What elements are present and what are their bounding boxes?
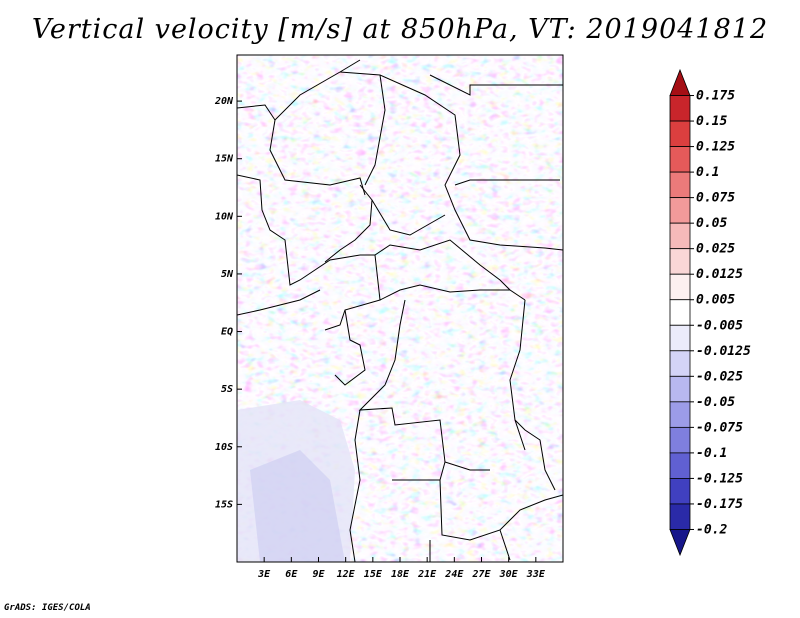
colorbar-label: 0.0125 bbox=[696, 267, 743, 282]
chart-title: Vertical velocity [m/s] at 850hPa, VT: 2… bbox=[31, 14, 769, 45]
country-borders bbox=[237, 59, 563, 562]
colorbar-label: -0.175 bbox=[696, 497, 743, 512]
lon-tick-label: 15E bbox=[364, 569, 383, 580]
lon-tick-label: 12E bbox=[337, 569, 356, 580]
lon-tick-label: 33E bbox=[526, 569, 546, 580]
colorbar-label: 0.1 bbox=[696, 165, 719, 180]
lon-tick-label: 21E bbox=[417, 569, 437, 580]
lat-tick-label: 15S bbox=[215, 499, 233, 510]
colorbar-swatch bbox=[669, 350, 691, 377]
colorbar-swatch bbox=[669, 222, 691, 250]
colorbar-swatch bbox=[669, 401, 691, 428]
colorbar-label: 0.025 bbox=[696, 242, 735, 257]
lat-tick-label: 20N bbox=[214, 96, 234, 107]
footer-credit: GrADS: IGES/COLA bbox=[4, 603, 91, 613]
colorbar-label: 0.005 bbox=[696, 293, 735, 308]
colorbar-swatch bbox=[669, 324, 691, 352]
colorbar-swatch bbox=[669, 426, 691, 454]
colorbar-label: -0.1 bbox=[696, 446, 727, 461]
lon-tick-label: 18E bbox=[391, 569, 410, 580]
colorbar-swatch bbox=[669, 529, 691, 557]
lat-tick-label: 5N bbox=[221, 269, 234, 280]
lat-tick-label: 10S bbox=[215, 442, 233, 453]
colorbar-swatch bbox=[669, 146, 691, 173]
colorbar-label: -0.025 bbox=[696, 369, 743, 384]
colorbar-label: -0.125 bbox=[696, 471, 743, 486]
colorbar-swatch bbox=[669, 273, 691, 301]
colorbar-label: 0.15 bbox=[696, 114, 727, 129]
colorbar: 0.175 0.15 0.125 0.1 0.075 0.05 0.025 0.0125 0.0… bbox=[669, 68, 751, 557]
colorbar-swatch bbox=[669, 503, 691, 530]
lon-axis: 3E 6E 9E 12E 15E 18E 21E 24E 27E 30E 33E bbox=[257, 557, 546, 580]
lon-tick-label: 27E bbox=[471, 569, 491, 580]
colorbar-swatch bbox=[669, 171, 691, 199]
colorbar-swatch bbox=[669, 248, 691, 275]
colorbar-swatch bbox=[669, 452, 691, 479]
colorbar-label: -0.0125 bbox=[696, 344, 751, 359]
colorbar-swatch bbox=[669, 95, 691, 122]
colorbar-swatch bbox=[669, 478, 691, 505]
colorbar-label: 0.075 bbox=[696, 191, 735, 206]
lon-tick-label: 30E bbox=[499, 569, 519, 580]
lat-axis: 20N 15N 10N 5N EQ 5S 10S 15S bbox=[214, 96, 242, 510]
lat-tick-label: 10N bbox=[215, 211, 234, 222]
colorbar-label: -0.075 bbox=[696, 420, 743, 435]
colorbar-label: -0.005 bbox=[696, 318, 743, 333]
colorbar-swatch bbox=[669, 299, 691, 326]
colorbar-swatch bbox=[669, 197, 691, 224]
lon-tick-label: 24E bbox=[444, 569, 464, 580]
colorbar-swatch bbox=[669, 375, 691, 403]
lat-tick-label: 5S bbox=[221, 384, 233, 395]
colorbar-label: 0.125 bbox=[696, 140, 735, 155]
velocity-field bbox=[237, 55, 563, 562]
colorbar-label: -0.2 bbox=[696, 522, 727, 537]
colorbar-label: -0.05 bbox=[696, 395, 735, 410]
lat-tick-label: EQ bbox=[221, 327, 233, 338]
lon-tick-label: 9E bbox=[312, 569, 325, 580]
lon-tick-label: 3E bbox=[257, 569, 271, 580]
colorbar-label: 0.05 bbox=[696, 216, 727, 231]
colorbar-swatch bbox=[669, 120, 691, 147]
colorbar-label: 0.175 bbox=[696, 89, 735, 104]
colorbar-swatch bbox=[669, 68, 691, 96]
map-figure: 3E 6E 9E 12E 15E 18E 21E 24E 27E 30E 33E 20N 15N 10N… bbox=[214, 54, 751, 580]
lon-tick-label: 6E bbox=[285, 569, 298, 580]
lat-tick-label: 15N bbox=[215, 154, 234, 165]
